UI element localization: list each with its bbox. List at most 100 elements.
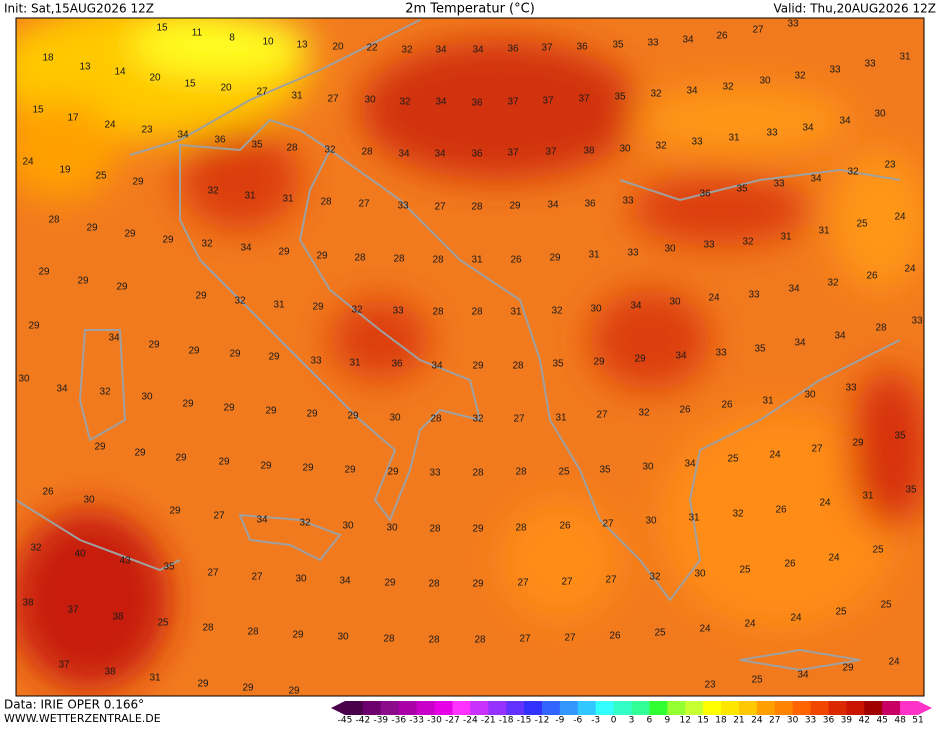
temperature-label: 27 [596,410,608,421]
temperature-label: 27 [564,633,576,644]
temperature-label: 32 [201,239,213,250]
colorbar-swatch [810,701,829,715]
colorbar-swatch [792,701,812,715]
temperature-label: 35 [736,184,748,195]
temperature-label: 27 [517,578,529,589]
temperature-label: 27 [602,519,614,530]
temperature-label: 34 [431,361,443,372]
colorbar-swatch [774,701,794,715]
temperature-label: 31 [555,413,567,424]
temperature-label: 31 [688,513,700,524]
temperature-label: 33 [829,65,841,76]
temperature-label: 37 [507,148,519,159]
valid-time: Valid: Thu,20AUG2026 12Z [773,2,936,16]
temperature-label: 38 [104,667,116,678]
map-title: 2m Temperatur (°C) [405,2,535,17]
temperature-label: 30 [337,632,349,643]
temperature-label: 29 [265,406,277,417]
temperature-label: 26 [716,31,728,42]
temperature-label: 34 [682,35,694,46]
colorbar-swatch [452,701,471,715]
temperature-label: 29 [132,177,144,188]
temperature-label: 25 [95,171,107,182]
colorbar-swatch [721,701,740,715]
temperature-label: 25 [558,467,570,478]
temperature-label: 29 [162,235,174,246]
colorbar-tick-label: 18 [715,716,727,726]
temperature-label: 28 [430,414,442,425]
colorbar-swatch [667,701,686,715]
temperature-label: 43 [119,556,131,567]
colorbar-tick-label: 51 [912,716,923,726]
temperature-label: 25 [872,545,884,556]
temperature-label: 33 [703,240,715,251]
temperature-label: 29 [344,465,356,476]
temperature-label: 15 [156,23,168,34]
temperature-label: 30 [645,516,657,527]
colorbar-swatch [524,701,543,715]
colorbar-swatch [345,701,364,715]
temperature-label: 33 [429,468,441,479]
temperature-label: 33 [691,137,703,148]
temperature-label: 26 [721,400,733,411]
colorbar-swatch [362,701,382,715]
temperature-label: 34 [434,149,446,160]
temperature-label: 32 [722,82,734,93]
temperature-label: 32 [847,167,859,178]
colorbar-swatch [398,701,418,715]
temperature-label: 34 [839,116,851,127]
temperature-label: 32 [794,71,806,82]
temperature-label: 34 [108,333,120,344]
colorbar-swatch [900,701,919,715]
temperature-label: 29 [852,438,864,449]
temperature-label: 32 [649,572,661,583]
temperature-label: 28 [428,635,440,646]
temperature-label: 24 [819,498,831,509]
temperature-label: 29 [218,457,230,468]
temperature-label: 36 [214,135,226,146]
data-source: Data: IRIE OPER 0.166° [4,698,144,712]
colorbar-tick-label: -30 [427,716,442,726]
temperature-label: 29 [86,223,98,234]
temperature-label: 29 [549,253,561,264]
colorbar-swatch [703,701,722,715]
temperature-label: 11 [192,28,203,39]
temperature-label: 28 [429,524,441,535]
colorbar-swatch [577,701,597,715]
temperature-label: 24 [699,624,711,635]
temperature-label: 30 [664,244,676,255]
temperature-label: 27 [213,511,225,522]
temperature-label: 36 [391,359,403,370]
temperature-label: 34 [435,45,447,56]
temperature-label: 33 [911,316,923,327]
temperature-label: 31 [818,226,830,237]
colorbar-tick-label: 30 [787,716,799,726]
colorbar-swatch [631,701,650,715]
temperature-label: 15 [32,105,44,116]
colorbar-swatch [380,701,400,715]
temperature-label: 36 [576,42,588,53]
temperature-label: 29 [842,663,854,674]
temperature-label: 33 [773,179,785,190]
temperature-label: 30 [389,413,401,424]
colorbar-tick-label: 45 [876,716,887,726]
temperature-label: 34 [834,331,846,342]
temperature-label: 32 [399,97,411,108]
temperature-label: 26 [609,631,621,642]
temperature-label: 35 [614,92,626,103]
temperature-label: 31 [899,52,911,63]
temperature-label: 27 [519,634,531,645]
colorbar: -45 -42 -39 -36 -33 -30 -27 -24 -21 -18 -15 -12 -9 -6… [331,701,932,726]
temperature-label: 31 [510,307,522,318]
temperature-label: 29 [312,302,324,313]
colorbar-swatch [649,701,668,715]
temperature-label: 30 [804,390,816,401]
temperature-label: 29 [260,461,272,472]
temperature-label: 29 [306,409,318,420]
temperature-label: 35 [163,562,175,573]
temperature-label: 33 [748,290,760,301]
temperature-label: 30 [364,95,376,106]
temperature-label: 18 [42,53,54,64]
temperature-label: 27 [811,444,823,455]
